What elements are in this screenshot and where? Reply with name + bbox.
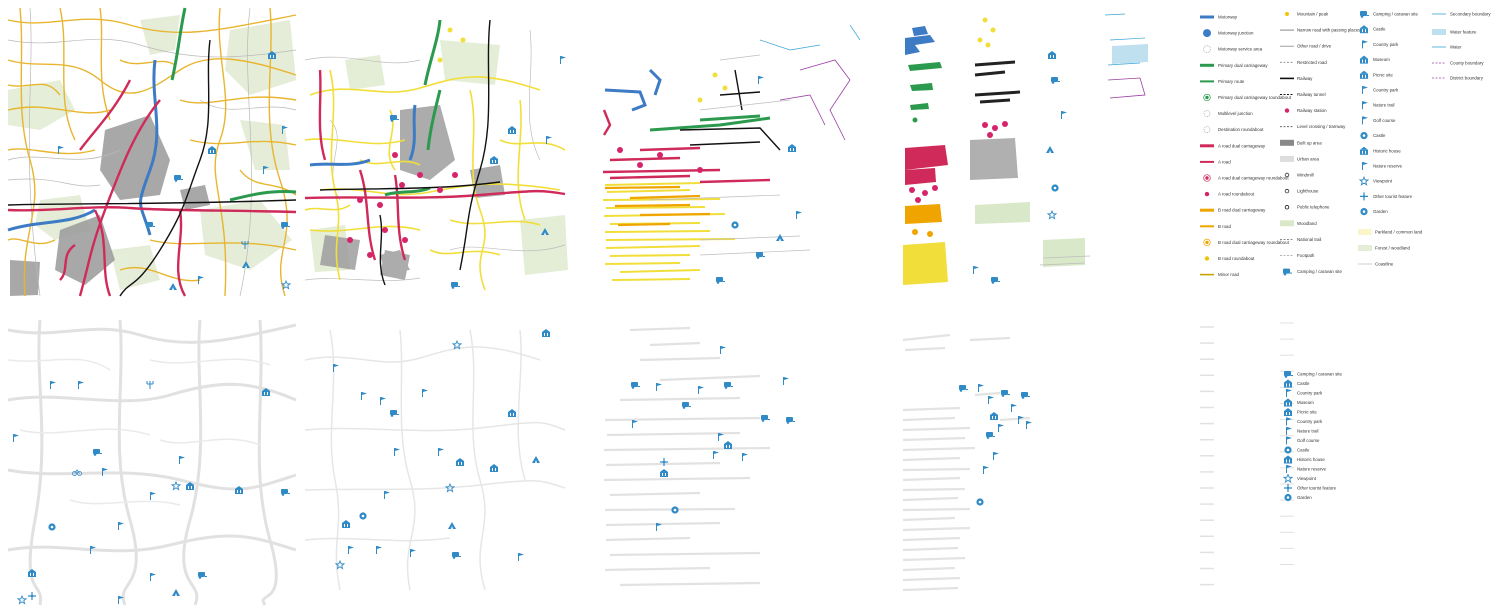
legend-label-col2: National trail [1297,237,1321,242]
legend-label-col1: Primary dual carriageway roundabout [1218,95,1292,100]
legend-label-col4: Water feature [1450,30,1477,35]
legend-label-icons: Museum [1297,400,1314,405]
legend-label-fill: Parkland / common land [1375,230,1423,235]
legend-label-col2: Railway tunnel [1297,92,1326,97]
legend-label-icons: Picnic site [1297,410,1317,415]
legend-label-col1: Motorway service area [1218,47,1263,52]
legend-label-col2: Railway [1297,76,1313,81]
legend-label-col2: Level crossing / tramway [1297,124,1346,129]
roads-map-panel [304,19,568,291]
icons-major-roads-panel [603,326,795,587]
legend-label-col3: Other tourist feature [1373,194,1413,199]
legend-faded [1200,322,1294,586]
legend-label-col1: Primary route [1218,79,1245,84]
legend-label-icons: Golf course [1297,438,1320,443]
legend-label-col3: Viewpoint [1373,179,1393,184]
legend-label-col1: B road dual carriageway [1218,208,1266,213]
legend-label-col4: Secondary boundary [1450,12,1491,17]
legend-label-icons: Country park [1297,391,1323,396]
legend-label-icons: Viewpoint [1297,476,1317,481]
legend-label-icons: Camping / caravan site [1297,372,1342,377]
legend-label-col1: Destination roundabout [1218,127,1264,132]
legend-label-col3: Country park [1373,88,1399,93]
legend-label-col1: Minor road [1218,272,1240,277]
legend-label-col3: Picnic site [1373,72,1393,77]
map-legend: Motorway Motorway junction Motorway servic… [1200,11,1491,586]
legend-label-col1: A road roundabout [1218,192,1255,197]
major-roads-panel [602,24,861,284]
legend-label-col3: Museum [1373,57,1390,62]
legend-label-icons: Historic house [1297,457,1325,462]
legend-label-col1: Motorway [1218,15,1238,20]
icons-stacks-panel [902,333,1032,592]
legend-label-icons: Country park [1297,419,1323,424]
full-map-panel [6,7,298,297]
feature-stacks-panel [903,13,1149,285]
legend-label-icons: Castle [1297,381,1310,386]
legend-label-col3: Castle [1373,27,1386,32]
legend-label-col3: Nature trail [1373,103,1394,108]
legend-label-col2: Windmill [1297,173,1314,178]
legend-label-icons: Nature reserve [1297,467,1327,472]
legend-label-col3: Castle [1373,133,1386,138]
legend-label-col1: A road dual carriageway roundabout [1218,176,1289,181]
legend-label-icons: Castle [1297,448,1310,453]
legend-label-col4: County boundary [1450,61,1484,66]
legend-label-col1: Motorway junction [1218,31,1254,36]
legend-label-col2: Mountain / peak [1297,12,1329,17]
legend-label-col3: Golf course [1373,118,1396,123]
legend-label-col4: District boundary [1450,76,1484,81]
legend-label-col1: B road [1218,224,1231,229]
legend-label-col1: B road dual carriageway roundabout [1218,240,1290,245]
legend-label-fill: Coastline [1375,262,1394,267]
legend-label-col3: Country park [1373,42,1399,47]
legend-label-icons: Garden [1297,495,1312,500]
legend-label-col2: Urban area [1297,156,1320,161]
legend-label-col3: Nature reserve [1373,164,1403,169]
legend-label-col2: Lighthouse [1297,189,1319,194]
legend-label-col2: Narrow road with passing places [1297,28,1361,33]
legend-label-col1: A road dual carriageway [1218,143,1266,148]
legend-label-col2: Other road / drive [1297,44,1332,49]
legend-label-col1: Multilevel junction [1218,111,1253,116]
legend-label-col2: Camping / caravan site [1297,269,1342,274]
legend-label-col3: Garden [1373,209,1388,214]
legend-label-fill: Forest / woodland [1375,246,1410,251]
legend-label-icons: Nature trail [1297,429,1318,434]
legend-label-col2: Woodland [1297,221,1317,226]
legend-label-icons: Other tourist feature [1297,486,1337,491]
legend-label-col2: Built up area [1297,140,1322,145]
legend-label-col1: Primary dual carriageway [1218,63,1268,68]
legend-label-col2: Railway station [1297,108,1327,113]
icons-full-panel [7,319,297,606]
legend-label-col2: Footpath [1297,253,1315,258]
legend-label-col3: Historic house [1373,148,1401,153]
legend-label-col2: Restricted road [1297,60,1327,65]
legend-label-col1: A road [1218,159,1231,164]
legend-label-col1: B road roundabout [1218,256,1255,261]
legend-label-col3: Camping / caravan site [1373,12,1418,17]
icons-roads-panel [304,329,566,591]
legend-label-col2: Public telephone [1297,205,1330,210]
legend-label-col4: Water [1450,45,1462,50]
